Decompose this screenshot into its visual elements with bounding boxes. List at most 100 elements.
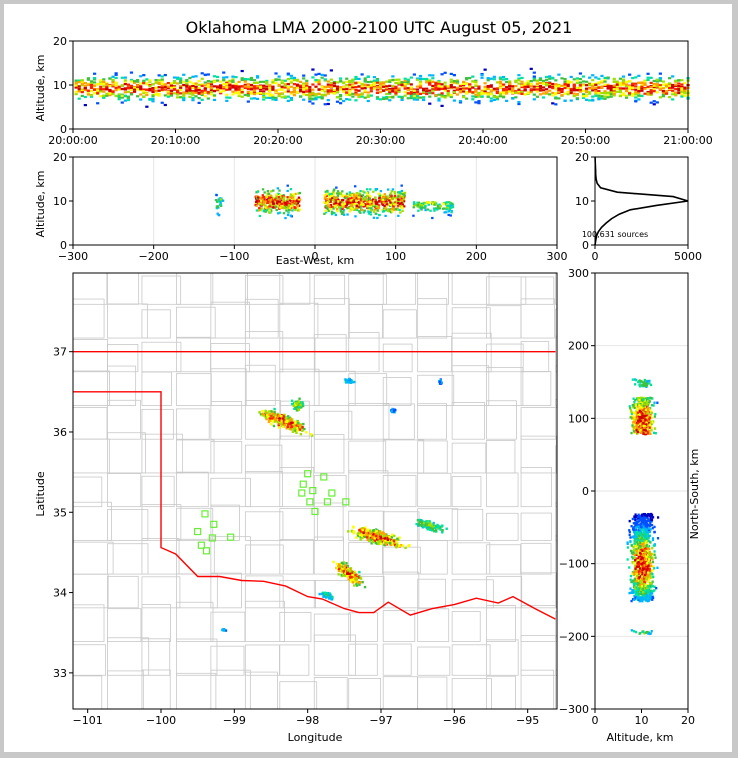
time-source-cell (182, 94, 186, 97)
map-source-cell (416, 519, 420, 522)
time-source-cell (388, 99, 392, 102)
time-source-cell (320, 89, 324, 92)
time-source-cell (511, 89, 515, 92)
ew-source-cell (268, 209, 271, 212)
time-source-cell (385, 88, 389, 91)
ns-source-cell (639, 404, 642, 407)
time-source-cell (468, 83, 472, 86)
time-source-cell (283, 95, 287, 98)
time-source-cell (249, 76, 254, 80)
ew-source-cell (275, 202, 279, 205)
county-outline (244, 444, 283, 474)
time-source-cell (606, 96, 610, 99)
ew-source-cell (326, 189, 329, 192)
time-source-cell (486, 77, 490, 80)
time-source-cell (240, 95, 244, 98)
time-source-cell (378, 90, 383, 94)
ns-source-cell (650, 416, 653, 420)
map-source-cell (294, 405, 297, 408)
county-outline (417, 273, 449, 305)
ew-source-cell (378, 213, 381, 217)
time-source-cell (74, 82, 78, 85)
map-source-cell (338, 564, 341, 568)
map-source-cell (355, 575, 359, 579)
map-source-cell (271, 412, 275, 416)
map-source-cell (426, 528, 429, 531)
ew-source-cell (403, 194, 406, 197)
county-outline (486, 276, 527, 305)
time-source-cell (277, 92, 281, 95)
map-ytick-label: 37 (53, 346, 67, 359)
time-source-cell (551, 82, 555, 86)
time-source-cell (575, 89, 579, 92)
time-source-cell (474, 93, 478, 96)
ew-source-cell (354, 197, 357, 200)
ew-source-cell (268, 211, 271, 214)
map-source-cell (384, 542, 388, 545)
time-source-cell (683, 89, 687, 92)
ew-source-cell (377, 204, 381, 207)
ew-source-cell (325, 202, 329, 205)
time-source-cell (243, 77, 247, 81)
ew-source-cell (339, 199, 343, 202)
time-source-cell (609, 91, 613, 94)
time-source-cell (246, 100, 250, 103)
time-source-cell (363, 89, 367, 92)
ew-source-cell (326, 208, 329, 211)
map-source-cell (361, 536, 364, 540)
ew-source-cell (296, 202, 300, 205)
time-source-cell (468, 85, 472, 88)
map-county-lines (73, 273, 557, 709)
time-source-cell (397, 95, 401, 98)
time-source-cell (105, 85, 109, 88)
time-source-cell (86, 77, 91, 80)
ew-source-cell (268, 202, 272, 205)
time-source-cell (498, 95, 503, 98)
ew-source-cell (219, 201, 222, 204)
map-source-cell (438, 382, 442, 385)
ew-source-cell (282, 203, 286, 206)
time-source-cell (621, 93, 626, 96)
time-source-cell (314, 85, 318, 88)
time-source-cell (668, 77, 672, 80)
time-source-cell (489, 88, 493, 92)
ns-source-cell (630, 410, 633, 414)
time-source-cell (480, 95, 484, 98)
time-source-cell (634, 76, 638, 79)
time-source-cell (391, 78, 395, 82)
time-source-cell (317, 88, 321, 91)
time-source-cell (136, 85, 140, 88)
time-source-cell (621, 87, 626, 90)
time-source-cell (572, 87, 576, 90)
time-source-cell (526, 82, 530, 85)
map-source-cell (429, 526, 432, 530)
time-ytick-label: 10 (53, 79, 67, 92)
time-source-cell (664, 90, 669, 93)
time-source-cell (523, 83, 527, 86)
time-source-cell (535, 90, 539, 93)
ew-source-cell (416, 205, 420, 208)
ns-source-cell (638, 413, 641, 416)
map-source-cell (274, 413, 277, 417)
ew-source-cell (342, 213, 346, 216)
ew-source-cell (352, 196, 355, 199)
ew-source-cell (286, 189, 289, 193)
time-source-cell (255, 76, 260, 79)
time-source-cell (440, 95, 444, 98)
time-source-cell (661, 87, 666, 90)
ns-source-cell (637, 397, 640, 400)
time-source-cell (179, 88, 183, 92)
map-source-cell (344, 380, 347, 383)
time-source-cell (486, 85, 490, 88)
time-source-cell (271, 96, 275, 99)
time-source-cell (422, 96, 426, 99)
time-source-cell (111, 75, 115, 78)
ew-source-cell (418, 203, 421, 206)
map-source-cell (285, 417, 288, 420)
ew-source-cell (369, 213, 373, 216)
time-source-cell (329, 78, 333, 81)
map-source-cell (295, 409, 299, 412)
time-source-cell (157, 79, 161, 82)
time-source-cell (354, 93, 358, 96)
ns-source-cell (651, 397, 654, 400)
